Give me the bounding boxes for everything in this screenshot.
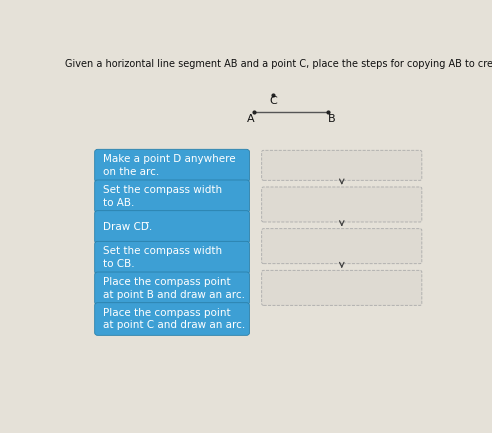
FancyBboxPatch shape xyxy=(94,241,249,274)
FancyBboxPatch shape xyxy=(262,150,422,180)
Text: Make a point D anywhere
on the arc.: Make a point D anywhere on the arc. xyxy=(103,154,236,177)
Text: Set the compass width
to CB.: Set the compass width to CB. xyxy=(103,246,222,269)
Text: Set the compass width
to AB.: Set the compass width to AB. xyxy=(103,185,222,208)
FancyBboxPatch shape xyxy=(94,272,249,305)
FancyBboxPatch shape xyxy=(262,229,422,264)
Text: Draw CD̅.: Draw CD̅. xyxy=(103,222,153,232)
Text: Given a horizontal line segment AB and a point C, place the steps for copying AB: Given a horizontal line segment AB and a… xyxy=(65,58,492,68)
FancyBboxPatch shape xyxy=(262,270,422,305)
FancyBboxPatch shape xyxy=(94,180,249,213)
FancyBboxPatch shape xyxy=(94,149,249,182)
Text: B: B xyxy=(328,113,335,124)
FancyBboxPatch shape xyxy=(262,187,422,222)
Text: C: C xyxy=(269,96,277,107)
FancyBboxPatch shape xyxy=(94,303,249,335)
Text: Place the compass point
at point C and draw an arc.: Place the compass point at point C and d… xyxy=(103,307,246,330)
Text: Place the compass point
at point B and draw an arc.: Place the compass point at point B and d… xyxy=(103,277,246,300)
Text: A: A xyxy=(247,113,255,124)
FancyBboxPatch shape xyxy=(94,211,249,243)
